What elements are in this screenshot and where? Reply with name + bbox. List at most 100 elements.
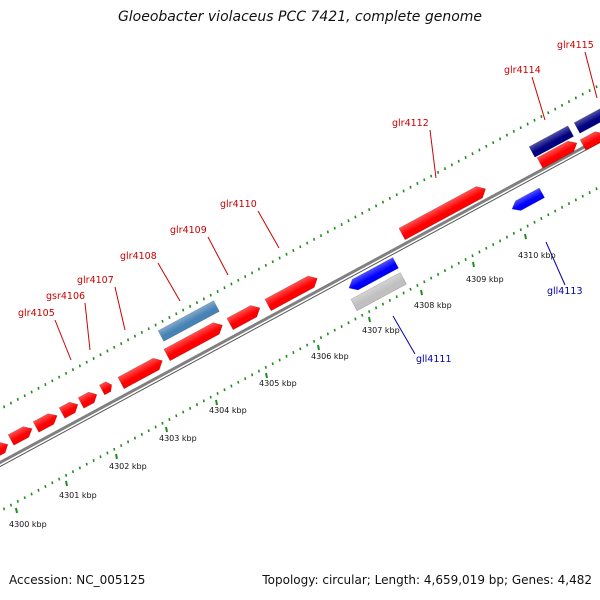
forward-guide-dot bbox=[51, 379, 54, 383]
label-leader-line bbox=[429, 129, 437, 179]
tick-label: 4300 kbp bbox=[9, 520, 47, 529]
gene-block bbox=[528, 125, 574, 158]
ruler-major-tick bbox=[15, 507, 18, 514]
reverse-guide-dot bbox=[361, 313, 364, 317]
gene-arrow bbox=[32, 413, 58, 433]
reverse-guide-dot bbox=[64, 473, 68, 477]
tick-label: 4305 kbp bbox=[259, 379, 297, 388]
reverse-guide-dot bbox=[209, 395, 212, 399]
forward-guide-dot bbox=[409, 185, 412, 189]
forward-guide-dot bbox=[430, 174, 433, 178]
reverse-guide-dot bbox=[37, 488, 40, 492]
forward-guide-dot bbox=[237, 278, 240, 282]
forward-guide-dot bbox=[92, 356, 95, 360]
reverse-guide-dot bbox=[92, 458, 95, 462]
reverse-guide-dot bbox=[388, 298, 391, 302]
reverse-guide-dot bbox=[78, 466, 81, 470]
forward-guide-dot bbox=[23, 394, 26, 398]
reverse-guide-dot bbox=[347, 321, 350, 325]
reverse-guide-dot bbox=[250, 373, 254, 377]
gene-label-glr4112: glr4112 bbox=[392, 118, 429, 129]
label-leader-line bbox=[545, 241, 566, 286]
ruler-major-tick bbox=[265, 372, 268, 379]
forward-guide-dot bbox=[202, 297, 205, 301]
gene-block bbox=[157, 300, 220, 342]
gene-arrow bbox=[264, 275, 318, 312]
gene-label-gll4113: gll4113 bbox=[547, 286, 583, 297]
reverse-guide-dot bbox=[574, 198, 577, 202]
forward-guide-dot bbox=[395, 193, 398, 197]
forward-guide-dot bbox=[533, 118, 536, 122]
reverse-guide-dot bbox=[478, 250, 481, 254]
ruler-major-tick bbox=[420, 289, 423, 296]
forward-guide-dot bbox=[175, 312, 178, 316]
forward-guide-dot bbox=[464, 155, 467, 159]
label-leader-line bbox=[157, 262, 181, 302]
forward-guide-dot bbox=[113, 345, 116, 349]
reverse-guide-dot bbox=[340, 324, 343, 328]
forward-guide-dot bbox=[388, 196, 391, 200]
label-leader-line bbox=[392, 315, 416, 355]
reverse-guide-dot bbox=[244, 377, 247, 381]
forward-guide-dot bbox=[347, 219, 350, 223]
reverse-guide-dot bbox=[188, 406, 192, 410]
reverse-guide-dot bbox=[126, 440, 130, 444]
reverse-guide-dot bbox=[526, 224, 529, 228]
reverse-guide-dot bbox=[450, 265, 453, 269]
reverse-guide-dot bbox=[595, 187, 598, 191]
accession-text: Accession: NC_005125 bbox=[9, 573, 146, 587]
gene-label-gll4111: gll4111 bbox=[416, 354, 452, 365]
forward-guide-dot bbox=[340, 222, 343, 226]
forward-guide-dot bbox=[333, 226, 336, 230]
ruler-major-tick bbox=[368, 316, 371, 323]
forward-guide-dot bbox=[244, 275, 247, 279]
label-leader-line bbox=[531, 76, 546, 121]
tick-label: 4301 kbp bbox=[59, 491, 97, 500]
reverse-guide-dot bbox=[547, 213, 550, 217]
gene-arrow bbox=[536, 140, 578, 169]
reverse-guide-dot bbox=[99, 455, 102, 459]
forward-guide-dot bbox=[120, 342, 123, 346]
forward-guide-dot bbox=[478, 148, 481, 152]
forward-guide-dot bbox=[154, 323, 157, 327]
forward-guide-dot bbox=[264, 263, 267, 267]
forward-guide-dot bbox=[512, 129, 515, 133]
ruler-major-tick bbox=[215, 399, 218, 406]
gene-label-gsr4106: gsr4106 bbox=[46, 291, 85, 302]
reverse-guide-dot bbox=[354, 317, 357, 321]
forward-guide-dot bbox=[306, 241, 309, 245]
gene-arrow-reverse bbox=[511, 187, 545, 211]
forward-guide-dot bbox=[271, 260, 274, 264]
reverse-guide-dot bbox=[51, 481, 54, 485]
forward-guide-dot bbox=[498, 137, 502, 141]
reverse-guide-dot bbox=[498, 239, 502, 243]
gene-labels: glr4105 gsr4106 glr4107 glr4108 glr4109 glr41… bbox=[18, 40, 598, 365]
forward-guide-dot bbox=[209, 293, 212, 297]
forward-guide-dot bbox=[354, 215, 357, 219]
forward-guide-dot bbox=[361, 211, 364, 215]
forward-guide-dot bbox=[402, 189, 405, 193]
reverse-guide-dot bbox=[113, 447, 116, 451]
forward-guide-dot bbox=[58, 375, 61, 379]
reverse-guide-dot bbox=[381, 302, 385, 306]
forward-guide-dot bbox=[581, 92, 584, 96]
forward-guide-dot bbox=[188, 304, 192, 308]
gene-arrow-reverse bbox=[348, 257, 399, 291]
forward-guide-dot bbox=[368, 208, 371, 212]
forward-guide-dot bbox=[574, 96, 577, 100]
reverse-guide-dot bbox=[492, 243, 495, 247]
forward-guide-dot bbox=[471, 152, 474, 156]
gene-label-glr4115: glr4115 bbox=[557, 40, 594, 51]
reverse-guide-dot bbox=[306, 343, 309, 347]
ruler-major-tick bbox=[65, 480, 68, 487]
genome-backbone bbox=[0, 136, 600, 468]
forward-guide-dot bbox=[326, 230, 329, 234]
forward-guide-dot bbox=[299, 245, 302, 249]
reverse-guide-dot bbox=[312, 339, 316, 343]
tick-label: 4307 kbp bbox=[362, 326, 400, 335]
label-leader-line bbox=[207, 236, 229, 276]
forward-guide-dot bbox=[9, 401, 13, 405]
forward-guide-dot bbox=[560, 103, 564, 107]
reverse-guide-dot bbox=[485, 246, 488, 250]
